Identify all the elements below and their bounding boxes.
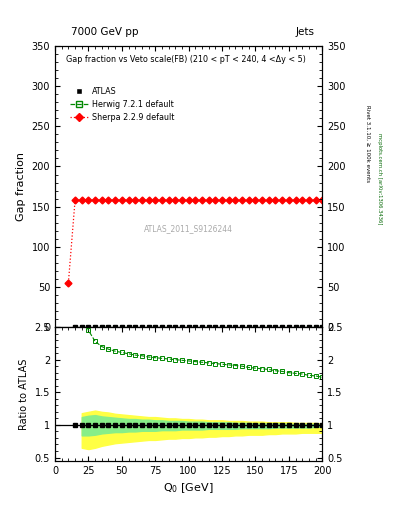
Text: Rivet 3.1.10, ≥ 100k events: Rivet 3.1.10, ≥ 100k events bbox=[365, 105, 370, 182]
Text: 7000 GeV pp: 7000 GeV pp bbox=[71, 27, 138, 37]
X-axis label: Q$_0$ [GeV]: Q$_0$ [GeV] bbox=[163, 481, 214, 495]
Text: ATLAS_2011_S9126244: ATLAS_2011_S9126244 bbox=[144, 224, 233, 233]
Text: mcplots.cern.ch [arXiv:1306.3436]: mcplots.cern.ch [arXiv:1306.3436] bbox=[377, 134, 382, 225]
Y-axis label: Ratio to ATLAS: Ratio to ATLAS bbox=[19, 358, 29, 430]
Legend: ATLAS, Herwig 7.2.1 default, Sherpa 2.2.9 default: ATLAS, Herwig 7.2.1 default, Sherpa 2.2.… bbox=[67, 84, 178, 125]
Y-axis label: Gap fraction: Gap fraction bbox=[16, 152, 26, 221]
Text: Gap fraction vs Veto scale(FB) (210 < pT < 240, 4 <Δy < 5): Gap fraction vs Veto scale(FB) (210 < pT… bbox=[66, 54, 306, 63]
Text: Jets: Jets bbox=[296, 27, 314, 37]
